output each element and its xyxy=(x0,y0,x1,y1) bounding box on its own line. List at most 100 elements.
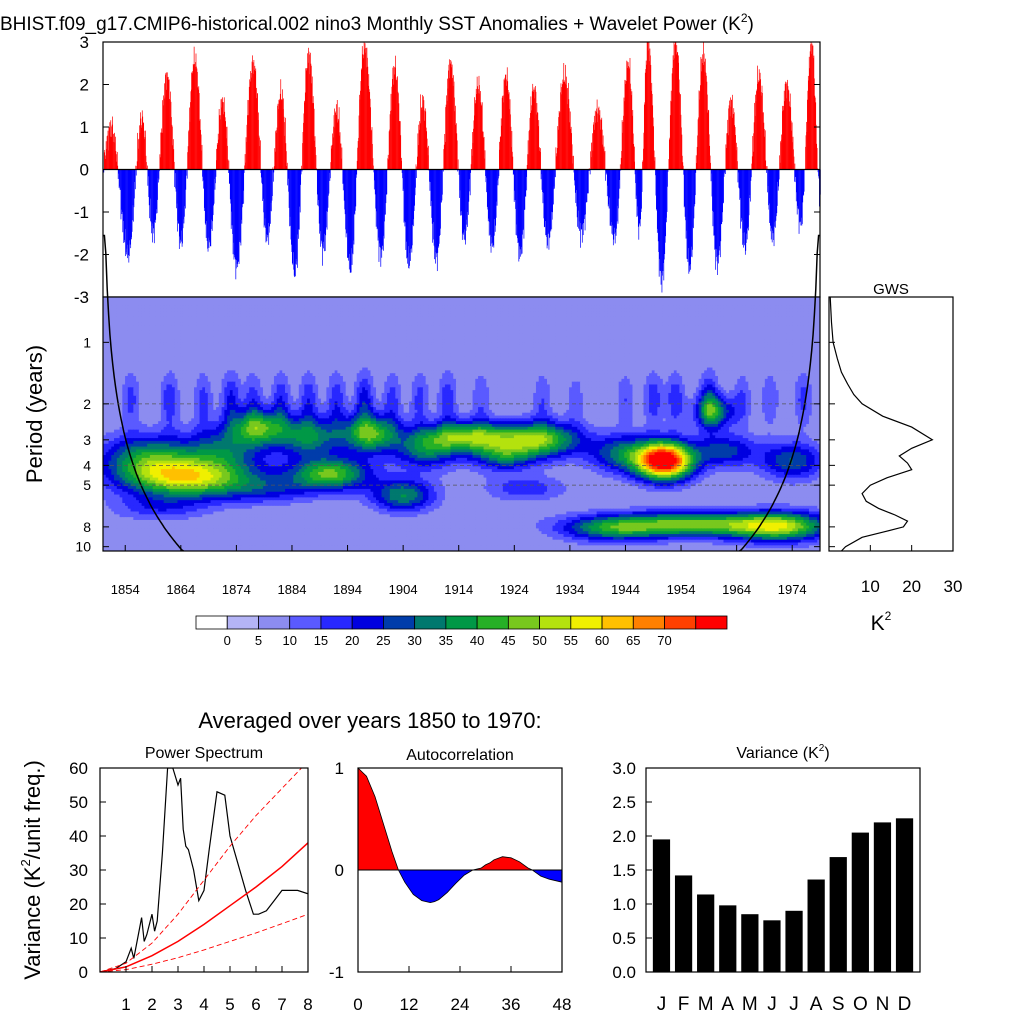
wavelet-cell-1077 xyxy=(205,308,209,312)
wavelet-cell-514 xyxy=(803,299,807,304)
wavelet-cell-2554 xyxy=(693,322,697,326)
wavelet-cell-615 xyxy=(364,302,369,306)
wavelet-cell-3022 xyxy=(549,328,553,332)
wavelet-cell-1699 xyxy=(486,313,490,318)
wavelet-cell-2120 xyxy=(213,319,217,323)
sst-bar-837 xyxy=(490,169,492,253)
wavelet-cell-3418 xyxy=(207,333,211,337)
sst-bar-331 xyxy=(256,87,258,170)
wavelet-cell-1982 xyxy=(549,316,553,320)
wavelet-cell-3278 xyxy=(538,330,542,335)
sst-bar-189 xyxy=(190,91,192,170)
wavelet-cell-2181 xyxy=(381,319,385,323)
wavelet-cell-1469 xyxy=(569,311,573,315)
wavelet-cell-1467 xyxy=(563,311,567,315)
sst-bar-129 xyxy=(162,105,164,170)
wavelet-cell-1976 xyxy=(533,316,537,320)
wavelet-cell-1795 xyxy=(751,313,755,318)
sst-bar-608 xyxy=(384,169,386,215)
sst-bar-885 xyxy=(512,169,514,175)
wavelet-cell-502 xyxy=(770,299,774,304)
sst-bar-537 xyxy=(351,169,353,265)
sst-bar-653 xyxy=(405,169,407,250)
wavelet-cell-2460 xyxy=(433,322,438,326)
wavelet-cell-1781 xyxy=(712,313,716,318)
wavelet-cell-2256 xyxy=(588,319,592,323)
sst-bar-11 xyxy=(108,150,109,170)
sst-bar-365 xyxy=(272,169,273,197)
wavelet-cell-740 xyxy=(709,302,713,306)
sst-bar-702 xyxy=(428,145,429,170)
wavelet-cell-646 xyxy=(450,302,454,306)
sst-bar-57 xyxy=(129,169,131,241)
sst-bar-413 xyxy=(294,169,295,278)
wavelet-cell-2836 xyxy=(753,325,757,329)
wavelet-cell-2562 xyxy=(715,322,719,326)
sst-bar-473 xyxy=(322,169,323,266)
wavelet-cell-1645 xyxy=(337,313,341,318)
wavelet-cell-2832 xyxy=(742,325,746,329)
wavelet-cell-3169 xyxy=(238,330,242,335)
wavelet-cell-3257 xyxy=(480,330,484,335)
wavelet-cell-1950 xyxy=(461,316,465,320)
wavelet-cell-3173 xyxy=(249,330,253,335)
wavelet-cell-384 xyxy=(444,299,449,304)
sst-bar-618 xyxy=(389,129,390,170)
wavelet-cell-3296 xyxy=(588,330,592,335)
wavelet-cell-752 xyxy=(742,302,746,306)
sst-bar-827 xyxy=(486,169,487,193)
wavelet-cell-2370 xyxy=(185,322,189,326)
wavelet-cell-1315 xyxy=(144,311,148,315)
wavelet-cell-570 xyxy=(240,302,245,306)
wavelet-cell-3193 xyxy=(304,330,308,335)
wavelet-cell-2427 xyxy=(342,322,347,326)
wavelet-cell-631 xyxy=(409,302,413,306)
wavelet-cell-3112 xyxy=(797,328,802,332)
sst-bar-147 xyxy=(171,117,172,170)
wavelet-cell-1721 xyxy=(546,313,551,318)
sst-bar-318 xyxy=(250,71,251,170)
wavelet-cell-284 xyxy=(169,299,173,304)
wavelet-cell-901 xyxy=(436,305,440,309)
sst-bar-360 xyxy=(269,169,271,211)
wavelet-cell-3200 xyxy=(323,330,327,335)
wavelet-cell-800 xyxy=(158,305,162,309)
wavelet-cell-2507 xyxy=(563,322,567,326)
wavelet-cell-573 xyxy=(249,302,253,306)
wavelet-cell-742 xyxy=(715,302,719,306)
wavelet-cell-1473 xyxy=(580,311,584,315)
sst-bar-247 xyxy=(217,144,219,170)
wavelet-cell-991 xyxy=(684,305,689,309)
sst-bar-759 xyxy=(454,111,456,170)
wavelet-cell-2429 xyxy=(348,322,352,326)
wavelet-cell-1586 xyxy=(174,313,178,318)
sst-bar-676 xyxy=(416,169,417,178)
wavelet-cell-1744 xyxy=(610,313,614,318)
wavelet-cell-2299 xyxy=(706,319,711,323)
wavelet-cell-1509 xyxy=(679,311,683,315)
sst-bar-368 xyxy=(273,169,275,173)
wavelet-cell-2465 xyxy=(447,322,451,326)
wavelet-cell-2663 xyxy=(276,325,280,329)
wavelet-cell-3212 xyxy=(356,330,360,335)
wavelet-cell-2352 xyxy=(136,322,140,326)
wavelet-cell-2926 xyxy=(285,328,289,332)
sst-bar-43 xyxy=(122,169,124,221)
sst-bar-300 xyxy=(241,169,243,208)
wavelet-cell-1537 xyxy=(756,311,760,315)
wavelet-cell-2044 xyxy=(720,316,724,320)
wavelet-cell-471 xyxy=(684,299,689,304)
wavelet-cell-1101 xyxy=(271,308,275,312)
wavelet-cell-428 xyxy=(566,299,570,304)
wavelet-cell-301 xyxy=(216,299,220,304)
wavelet-cell-2571 xyxy=(740,322,744,326)
wavelet-cell-2972 xyxy=(411,328,416,332)
wavelet-cell-2768 xyxy=(566,325,570,329)
wavelet-cell-2908 xyxy=(235,328,239,332)
wavelet-cell-2532 xyxy=(632,322,636,326)
wavelet-cell-2661 xyxy=(271,325,275,329)
sst-bar-386 xyxy=(281,99,283,170)
wavelet-cell-282 xyxy=(163,299,167,304)
wavelet-cell-1505 xyxy=(668,311,672,315)
